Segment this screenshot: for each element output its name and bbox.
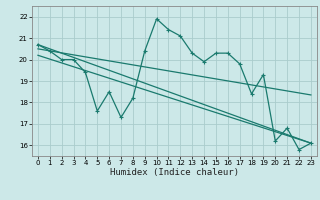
X-axis label: Humidex (Indice chaleur): Humidex (Indice chaleur) (110, 168, 239, 177)
